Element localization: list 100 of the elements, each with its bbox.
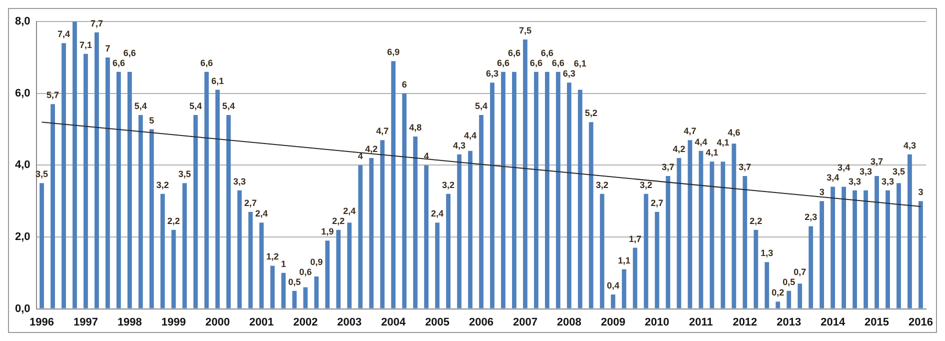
bar [776,302,780,308]
bar [644,194,648,308]
data-label: 3,3 [882,176,894,186]
bar [160,194,165,308]
x-tick-label: 2015 [864,316,890,328]
data-label: 4,7 [376,126,389,136]
data-label: 6,6 [112,58,125,68]
data-label: 3,5 [36,169,48,180]
bar [534,72,538,308]
data-label: 6,6 [496,58,510,68]
bar [479,114,484,308]
data-label: 7,5 [518,26,532,36]
bar [764,262,770,308]
data-label: 3,2 [156,180,169,190]
data-label: 0,7 [794,266,806,277]
data-label: 5,2 [584,108,598,118]
x-tick-label: 2014 [820,316,846,328]
bar [149,129,154,308]
bar [40,183,44,308]
bar [116,72,121,308]
data-label: 4 [358,151,363,162]
bar [358,165,363,308]
data-label: 5,4 [222,100,235,111]
bar [908,154,912,308]
data-label: 6,6 [123,48,136,58]
data-label: 2,3 [804,212,818,222]
data-label: 3,7 [870,156,884,166]
bar [830,186,836,308]
bar [864,190,868,308]
x-tick-label: 2011 [689,316,713,328]
bar [281,272,286,308]
data-label: 2,2 [167,216,180,226]
data-label: 4,7 [684,126,696,136]
bar [808,226,814,308]
data-label: 2,4 [343,206,356,216]
bar [600,194,604,308]
bar [710,162,714,308]
bar [501,72,506,308]
bar [918,201,923,308]
bar [435,222,440,308]
bar [852,190,857,308]
data-label: 4,2 [365,144,378,154]
x-tick-label: 2010 [644,316,670,328]
data-label: 6,3 [486,68,498,79]
bar [654,212,660,308]
bar [226,114,231,308]
data-label: 3,2 [442,180,455,190]
bar [270,266,275,308]
x-tick-label: 2006 [469,316,494,328]
x-tick-label: 1997 [73,316,98,328]
data-label: 4,3 [453,140,466,150]
data-label: 6,3 [562,68,576,79]
x-tick-label: 1998 [117,316,142,328]
data-label: 3,7 [662,162,674,172]
bar [50,104,55,308]
bar [512,72,516,308]
data-label: 5 [149,115,154,126]
data-label: 2,2 [750,216,762,226]
bar [62,43,66,308]
data-label: 7,1 [79,40,92,50]
data-label: 5,7 [46,90,60,100]
bar [336,230,341,308]
x-tick-label: 2013 [776,316,802,328]
bar [732,144,736,308]
bar [171,230,176,308]
data-label: 1,9 [321,226,334,237]
data-label: 6,6 [552,58,564,68]
bar [94,32,99,308]
bar [742,176,748,308]
y-tick-label: 2,0 [14,231,30,244]
data-label: 7,4 [58,29,70,40]
data-label: 4,8 [409,122,422,132]
bar [215,90,220,308]
y-tick-label: 4,0 [14,159,30,172]
bar [204,72,209,308]
bar [106,58,110,308]
data-label: 3,2 [640,180,652,190]
data-label: 3,4 [838,162,850,173]
data-label: 6,6 [530,58,542,68]
data-label: 6,6 [200,58,213,68]
data-label: 7,7 [90,18,103,28]
bar [413,136,418,308]
bar [676,158,682,308]
bar [588,122,594,308]
data-label: 5,4 [474,100,488,111]
x-tick-label: 2007 [512,316,538,328]
x-tick-label: 2016 [908,316,933,328]
data-label: 3 [918,187,924,198]
bar [786,290,792,308]
bar [424,165,429,308]
bar [325,240,330,308]
data-label: 4,1 [716,138,730,148]
y-tick-label: 6,0 [14,87,30,100]
bar [369,158,374,308]
data-label: 6,1 [574,58,586,69]
data-label: 3,7 [738,162,752,172]
y-tick-label: 8,0 [14,16,30,28]
bar [446,194,450,308]
data-label: 4,4 [464,130,477,140]
bar [72,22,77,308]
